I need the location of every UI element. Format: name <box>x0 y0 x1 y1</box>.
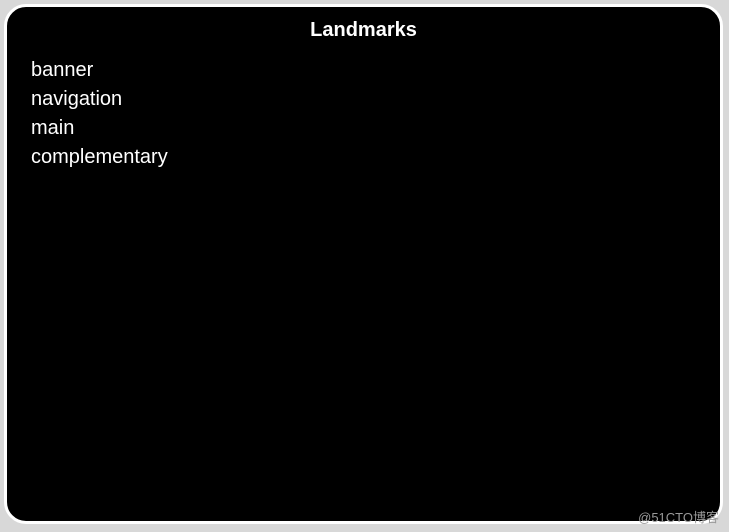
landmark-list: banner navigation main complementary <box>31 56 696 172</box>
watermark-text: @51CTO博客 <box>638 507 719 526</box>
landmark-item-main[interactable]: main <box>31 114 696 143</box>
landmark-item-banner[interactable]: banner <box>31 56 696 85</box>
landmark-item-navigation[interactable]: navigation <box>31 85 696 114</box>
panel-title: Landmarks <box>31 19 696 42</box>
landmarks-panel: Landmarks banner navigation main complem… <box>4 4 723 524</box>
landmark-item-complementary[interactable]: complementary <box>31 143 696 172</box>
